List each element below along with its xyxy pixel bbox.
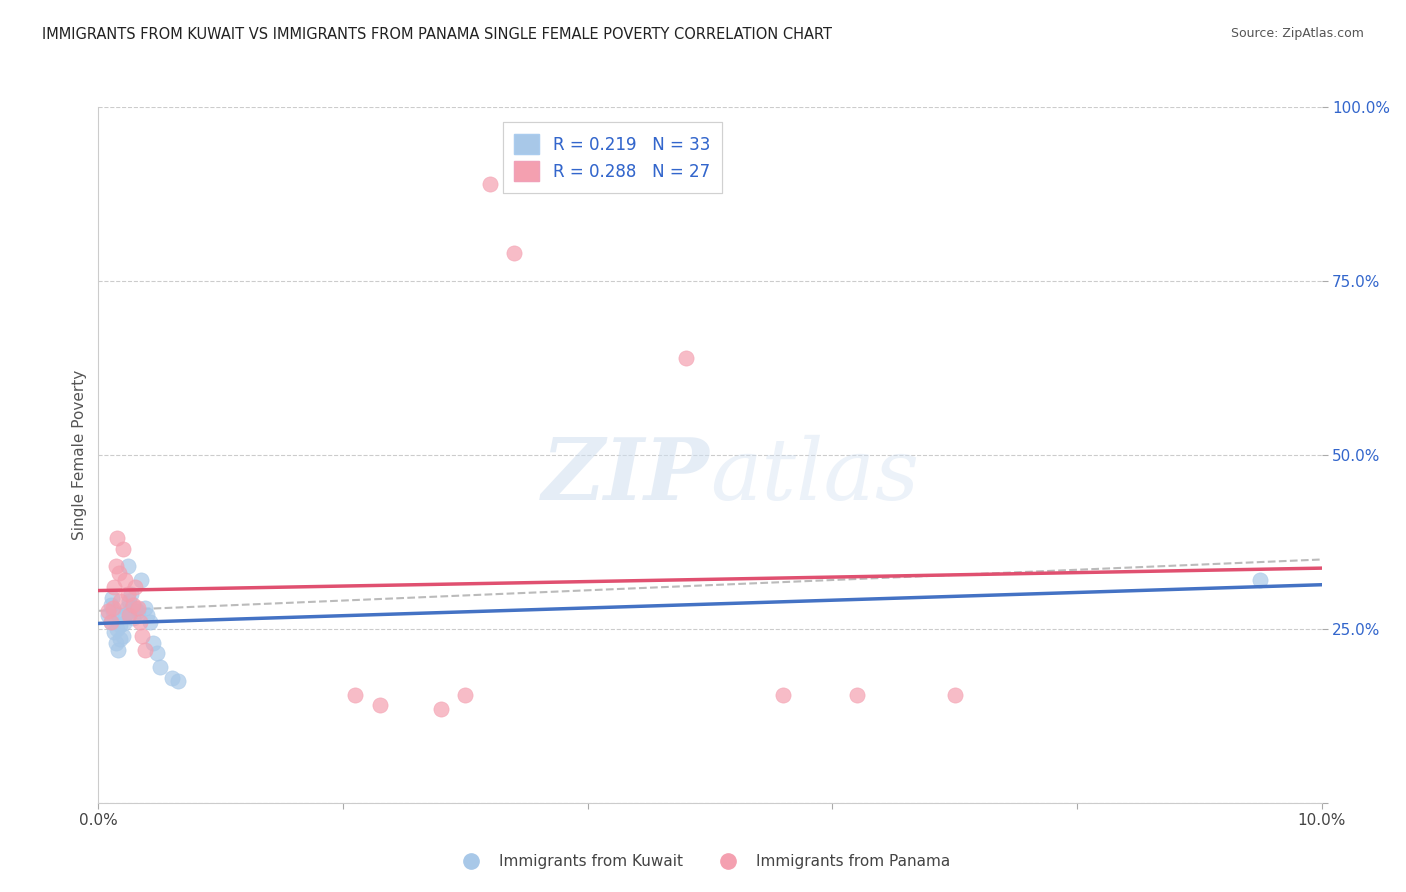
Point (110, 594, 132, 608)
Point (101, 591, 124, 605)
Point (103, 580, 125, 594)
Point (675, 351, 697, 365)
Point (114, 573, 136, 587)
Point (344, 688, 367, 702)
Text: atlas: atlas (710, 434, 920, 517)
Point (97, 607, 120, 622)
Point (104, 559, 127, 574)
Point (111, 629, 134, 643)
Text: ZIP: ZIP (543, 434, 710, 517)
Point (430, 702, 453, 716)
Point (100, 615, 122, 629)
Point (943, 688, 966, 702)
Point (121, 611, 143, 625)
Point (110, 618, 132, 632)
Point (100, 615, 122, 629)
Point (1249, 573, 1271, 587)
Legend: R = 0.219   N = 33, R = 0.288   N = 27: R = 0.219 N = 33, R = 0.288 N = 27 (503, 122, 721, 193)
Point (124, 601, 146, 615)
Point (101, 601, 124, 615)
Point (454, 688, 477, 702)
Point (117, 587, 139, 601)
Point (121, 598, 143, 612)
Point (108, 566, 131, 581)
Point (105, 532, 128, 546)
Point (110, 632, 132, 647)
Point (103, 625, 125, 640)
Point (149, 660, 172, 674)
Point (368, 698, 391, 713)
Point (772, 688, 794, 702)
Point (120, 587, 142, 601)
Point (134, 642, 156, 657)
Point (118, 594, 141, 608)
Legend: Immigrants from Kuwait, Immigrants from Panama: Immigrants from Kuwait, Immigrants from … (450, 848, 956, 875)
Point (105, 622, 128, 636)
Point (167, 674, 190, 689)
Text: IMMIGRANTS FROM KUWAIT VS IMMIGRANTS FROM PANAMA SINGLE FEMALE POVERTY CORRELATI: IMMIGRANTS FROM KUWAIT VS IMMIGRANTS FRO… (42, 27, 832, 42)
Point (503, 246, 526, 260)
Point (112, 616, 135, 631)
Point (127, 605, 149, 619)
Point (104, 636, 127, 650)
Point (124, 580, 146, 594)
Point (160, 671, 183, 685)
Point (111, 541, 134, 556)
Point (108, 607, 131, 622)
Point (114, 607, 136, 622)
Point (118, 607, 141, 622)
Point (120, 605, 142, 619)
Point (136, 607, 159, 622)
Point (115, 601, 138, 615)
Point (97, 605, 120, 619)
Point (129, 573, 152, 587)
Point (129, 615, 152, 629)
Point (146, 646, 169, 660)
Point (131, 629, 153, 643)
Y-axis label: Single Female Poverty: Single Female Poverty (72, 370, 87, 540)
Point (134, 601, 156, 615)
Point (478, 177, 501, 191)
Point (100, 598, 122, 612)
Text: Source: ZipAtlas.com: Source: ZipAtlas.com (1230, 27, 1364, 40)
Point (127, 601, 149, 615)
Point (142, 636, 165, 650)
Point (101, 605, 124, 619)
Point (117, 559, 139, 574)
Point (139, 615, 162, 629)
Point (845, 688, 868, 702)
Point (107, 642, 129, 657)
